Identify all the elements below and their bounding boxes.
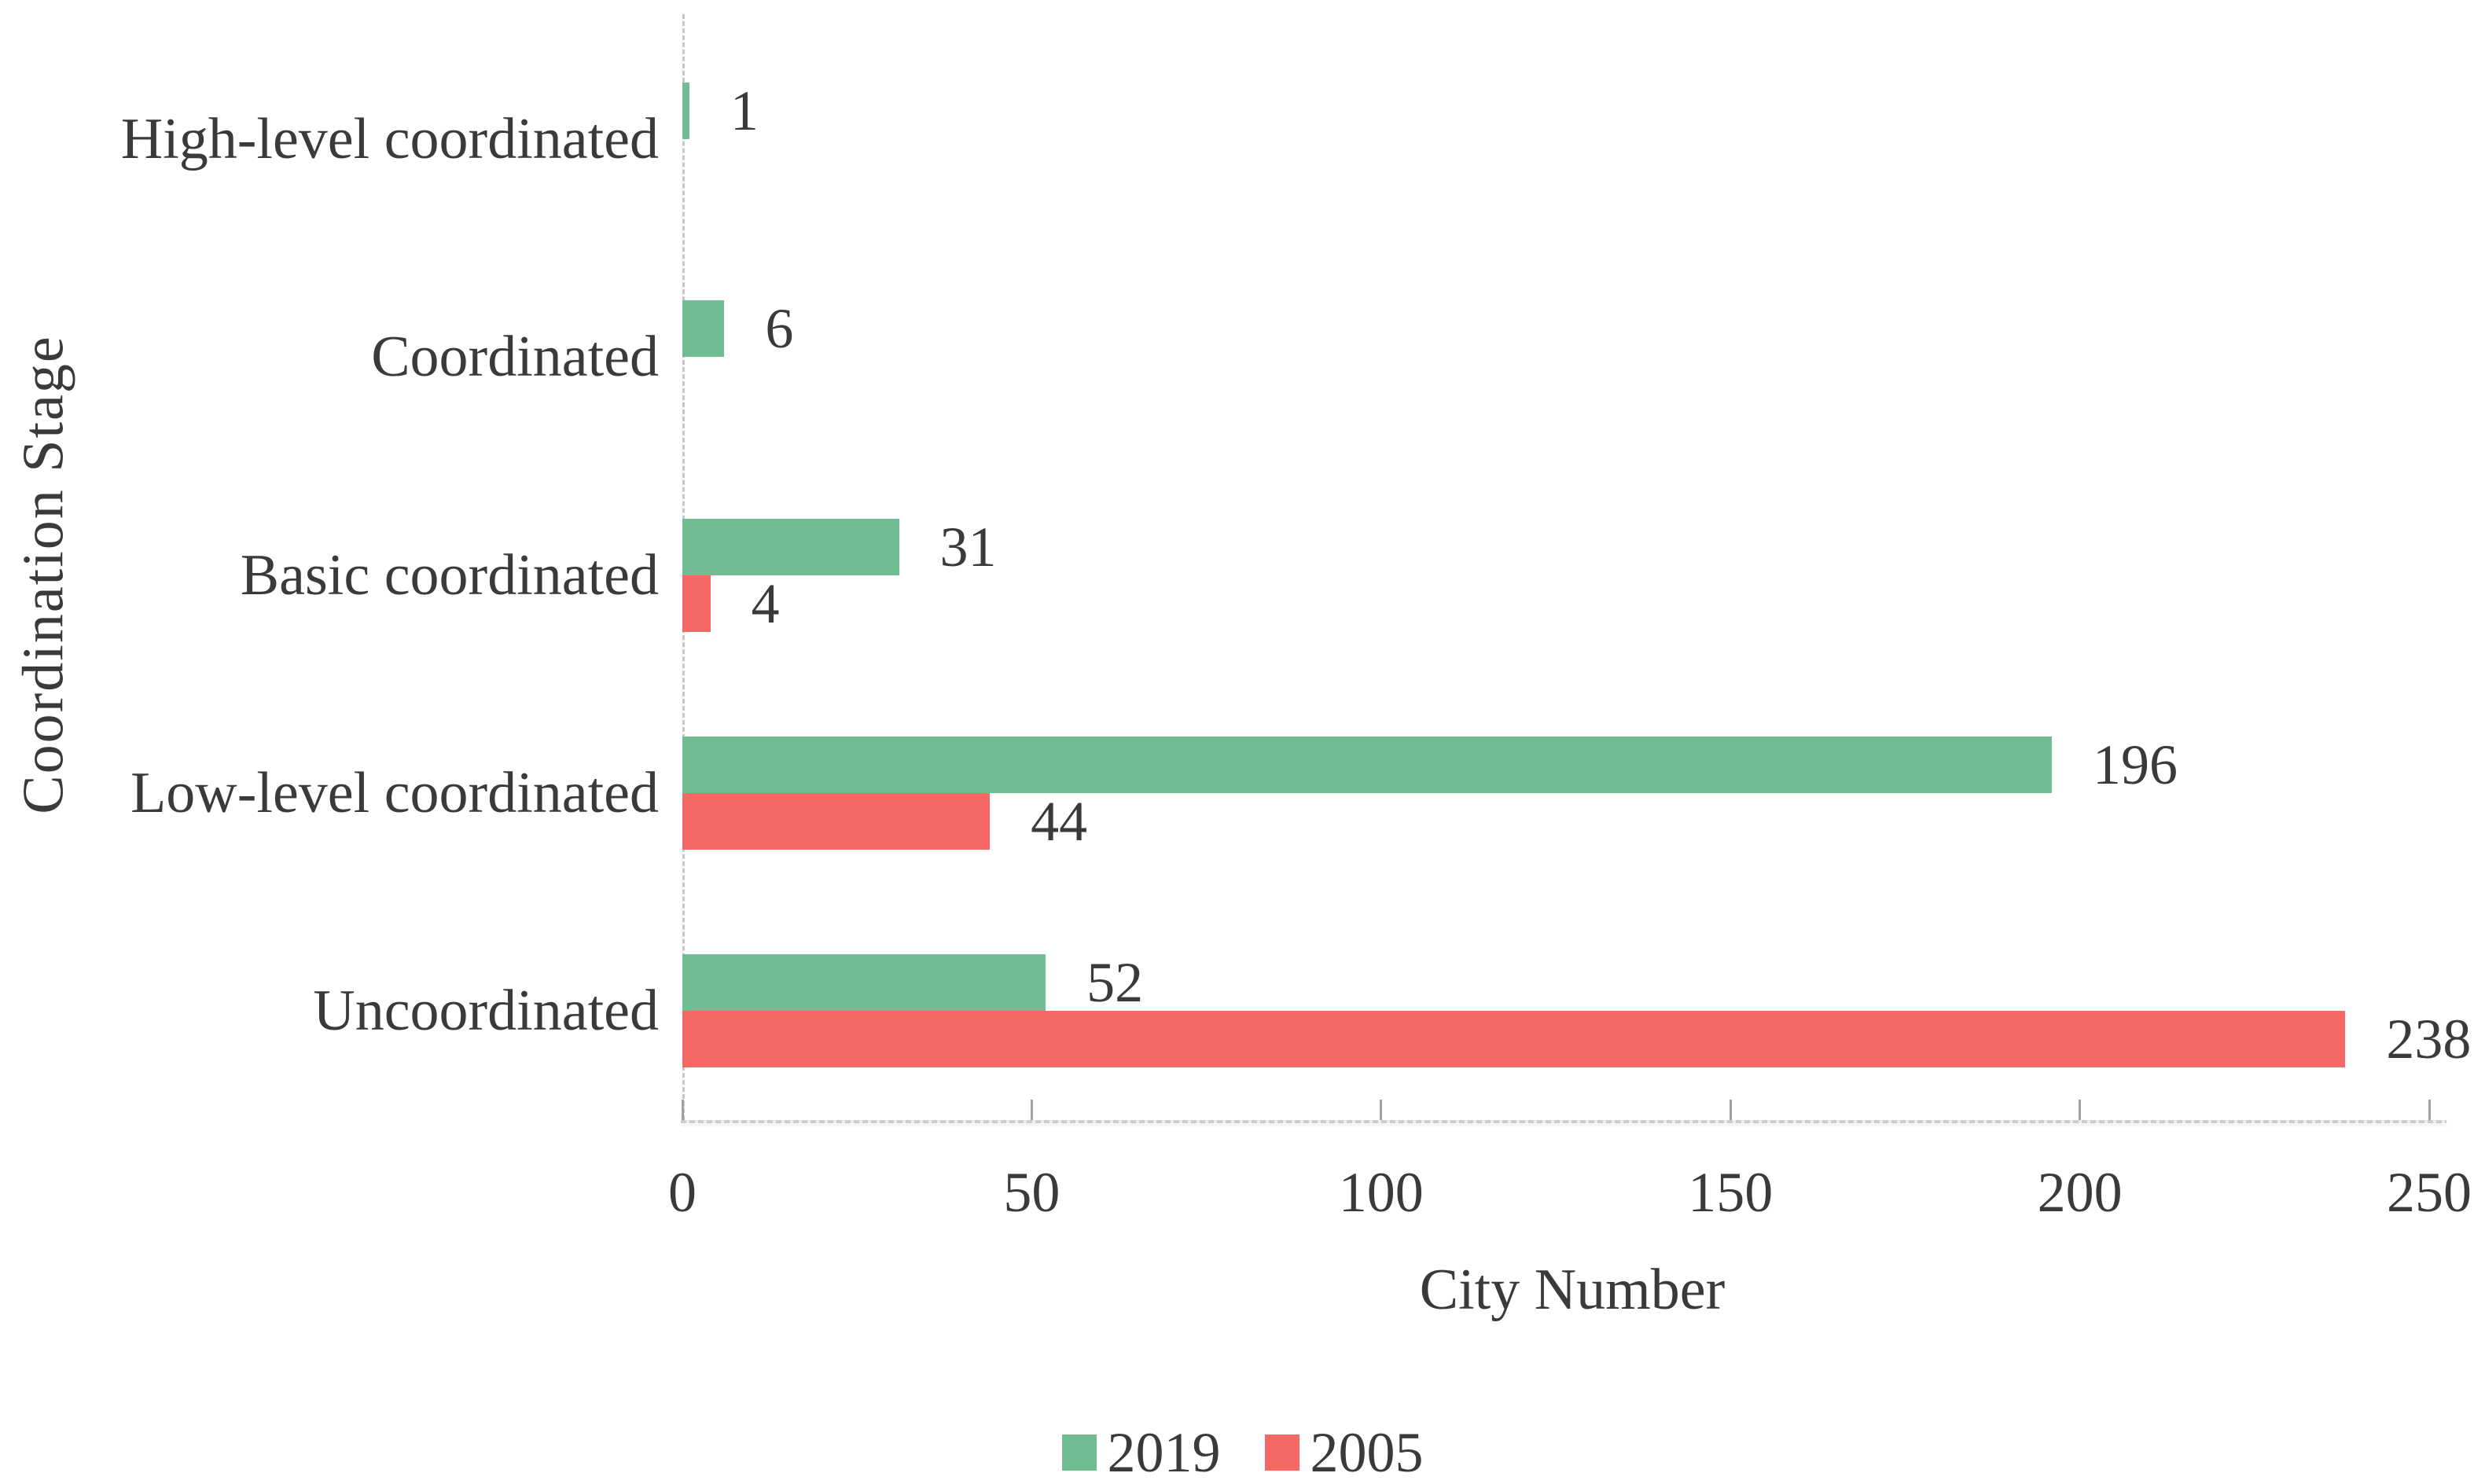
x-tick-label-200: 200 (2037, 1161, 2123, 1224)
x-tick-250 (2428, 1100, 2431, 1120)
bar-2019-high-level-coordinated (682, 82, 689, 139)
value-label-2019-uncoordinated: 52 (1086, 951, 1144, 1015)
value-label-2019-low-level-coordinated: 196 (2093, 733, 2178, 796)
value-label-2019-high-level-coordinated: 1 (730, 79, 759, 142)
x-tick-label-0: 0 (668, 1161, 697, 1224)
bar-2019-basic-coordinated (682, 518, 899, 575)
legend-item-2005: 2005 (1264, 1421, 1424, 1484)
legend-label-2005: 2005 (1310, 1421, 1424, 1484)
legend-swatch-2019 (1061, 1434, 1097, 1471)
x-axis-line (681, 1120, 2446, 1123)
category-label-basic-coordinated: Basic coordinated (240, 542, 659, 608)
category-label-low-level-coordinated: Low-level coordinated (130, 760, 659, 825)
x-tick-label-50: 50 (1003, 1161, 1061, 1224)
x-tick-150 (1729, 1100, 1732, 1120)
value-label-2005-low-level-coordinated: 44 (1031, 789, 1088, 853)
legend-swatch-2005 (1264, 1434, 1299, 1471)
x-tick-100 (1380, 1100, 1383, 1120)
bar-2005-uncoordinated (682, 1011, 2346, 1068)
bar-2019-coordinated (682, 300, 725, 358)
value-label-2019-coordinated: 6 (765, 297, 794, 361)
value-label-2005-uncoordinated: 238 (2386, 1008, 2472, 1071)
category-label-high-level-coordinated: High-level coordinated (120, 106, 659, 171)
bar-2019-uncoordinated (682, 954, 1046, 1012)
x-tick-label-250: 250 (2387, 1161, 2472, 1224)
x-tick-200 (2079, 1100, 2082, 1120)
legend-item-2019: 2019 (1061, 1421, 1221, 1484)
legend-label-2019: 2019 (1107, 1421, 1221, 1484)
x-tick-50 (1030, 1100, 1033, 1120)
value-label-2005-basic-coordinated: 4 (751, 571, 780, 635)
x-tick-label-150: 150 (1688, 1161, 1774, 1224)
value-label-2019-basic-coordinated: 31 (939, 515, 997, 579)
bar-2005-low-level-coordinated (682, 792, 991, 850)
legend: 2019 2005 (0, 1423, 2485, 1482)
category-label-coordinated: Coordinated (371, 325, 659, 390)
x-tick-0 (681, 1100, 684, 1120)
bar-2019-low-level-coordinated (682, 736, 2053, 793)
x-axis-title: City Number (1419, 1258, 1726, 1322)
bar-2005-basic-coordinated (682, 575, 711, 632)
x-tick-label-100: 100 (1338, 1161, 1424, 1224)
category-label-uncoordinated: Uncoordinated (313, 979, 659, 1044)
